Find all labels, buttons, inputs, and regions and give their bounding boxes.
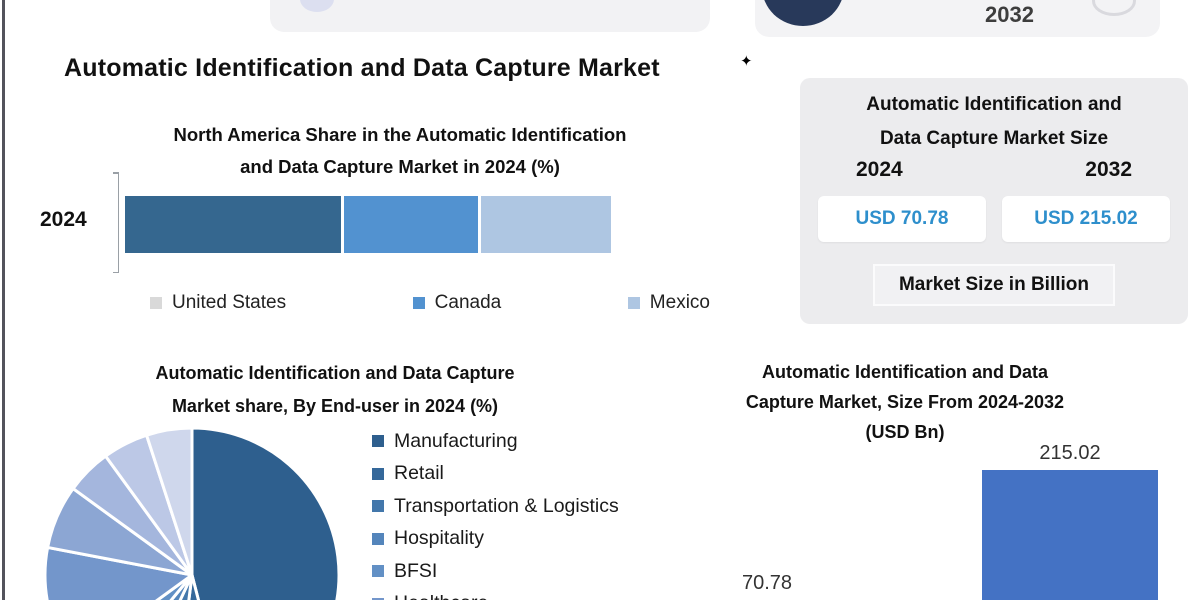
top-right-cropped-card: 2032	[755, 0, 1160, 37]
growth-bar-title-line3: (USD Bn)	[865, 422, 945, 442]
top-card-year-label: 2032	[985, 2, 1034, 27]
legend-label-canada: Canada	[434, 292, 502, 313]
legend-item-healthcare: Healthcare	[372, 592, 619, 600]
legend-swatch-hospitality	[372, 532, 384, 545]
legend-swatch-manufacturing	[372, 435, 384, 447]
legend-item-hospitality: Hospitality	[372, 527, 619, 550]
dark-circle-icon	[762, 0, 844, 26]
legend-label-united-states: United States	[172, 292, 287, 313]
market-size-years-row: 2024 2032	[800, 158, 1188, 182]
market-size-panel-title-line2: Data Capture Market Size	[879, 128, 1109, 149]
stacked-segment	[341, 196, 479, 253]
growth-bar-chart: 70.78 215.02	[660, 400, 1180, 600]
legend-swatch-mexico	[627, 297, 640, 309]
growth-bar-value-label: 215.02	[1039, 442, 1101, 465]
legend-item-united-states: United States	[150, 292, 286, 314]
legend-swatch-retail	[372, 467, 384, 480]
sparkle-icon: ✦	[740, 53, 753, 70]
axis-tick	[113, 172, 119, 174]
page-left-border	[2, 0, 5, 600]
market-size-panel-title-line1: Automatic Identification and	[866, 94, 1122, 115]
legend-item-retail: Retail	[372, 462, 619, 485]
market-size-value-2024: USD 70.78	[818, 196, 986, 242]
legend-label-bfsi: BFSI	[394, 559, 438, 582]
end-user-pie-title: Automatic Identification and Data Captur…	[60, 357, 610, 423]
market-size-year-2032: 2032	[1085, 158, 1132, 181]
pie-slice	[155, 573, 194, 600]
market-size-panel-title: Automatic Identification and Data Captur…	[800, 88, 1188, 156]
legend-item-transportation-logistics: Transportation & Logistics	[372, 495, 619, 517]
stacked-segment	[125, 196, 341, 253]
legend-label-manufacturing: Manufacturing	[394, 429, 518, 452]
legend-swatch-transportation-logistics	[372, 500, 384, 512]
pie-slice	[44, 545, 194, 600]
growth-bar-value-label: 70.78	[741, 572, 793, 595]
na-share-chart-title-line2: and Data Capture Market in 2024 (%)	[240, 156, 560, 177]
market-size-values-row: USD 70.78 USD 215.02	[800, 196, 1188, 242]
legend-item-canada: Canada	[412, 292, 502, 314]
legend-item-mexico: Mexico	[627, 292, 710, 314]
legend-label-retail: Retail	[394, 462, 444, 484]
legend-swatch-canada	[412, 297, 425, 309]
growth-bar-2032	[982, 470, 1158, 600]
pie-slice	[145, 427, 194, 577]
market-size-year-2024: 2024	[856, 158, 903, 181]
na-share-legend: United States Canada Mexico	[150, 292, 710, 314]
market-size-unit-note: Market Size in Billion	[873, 264, 1115, 306]
end-user-pie-legend: Manufacturing Retail Transportation & Lo…	[372, 430, 619, 600]
stacked-segment	[478, 196, 611, 253]
na-share-stacked-bar	[125, 196, 611, 253]
page-title: Automatic Identification and Data Captur…	[64, 54, 660, 82]
legend-item-bfsi: BFSI	[372, 560, 619, 582]
legend-label-mexico: Mexico	[649, 292, 710, 313]
legend-swatch-healthcare	[372, 597, 384, 600]
top-left-cropped-card	[270, 0, 710, 32]
growth-bar-title-line2: Capture Market, Size From 2024-2032	[745, 392, 1065, 412]
legend-label-healthcare: Healthcare	[394, 592, 488, 600]
na-share-category-label: 2024	[40, 208, 87, 231]
legend-swatch-bfsi	[372, 565, 384, 577]
growth-bar-chart-title: Automatic Identification and Data Captur…	[645, 357, 1165, 447]
na-share-y-axis	[113, 172, 125, 273]
legend-label-hospitality: Hospitality	[394, 527, 484, 549]
pie-slice	[169, 573, 194, 600]
end-user-pie-title-line1: Automatic Identification and Data Captur…	[155, 363, 515, 383]
legend-item-manufacturing: Manufacturing	[372, 430, 619, 452]
end-user-pie-title-line2: Market share, By End-user in 2024 (%)	[171, 396, 499, 416]
legend-swatch-united-states	[150, 297, 162, 309]
market-size-panel: Automatic Identification and Data Captur…	[800, 78, 1188, 324]
legend-label-transportation-logistics: Transportation & Logistics	[394, 494, 619, 517]
pie-slice	[190, 427, 341, 600]
na-share-chart-title: North America Share in the Automatic Ide…	[90, 119, 710, 183]
na-share-chart-title-line1: North America Share in the Automatic Ide…	[173, 124, 627, 145]
end-user-pie-chart	[44, 427, 341, 600]
ring-icon	[1092, 0, 1136, 16]
growth-bar-title-line1: Automatic Identification and Data	[761, 362, 1049, 382]
market-size-value-2032: USD 215.02	[1002, 196, 1170, 242]
axis-tick	[113, 271, 119, 273]
cropped-circle-icon	[300, 0, 334, 12]
